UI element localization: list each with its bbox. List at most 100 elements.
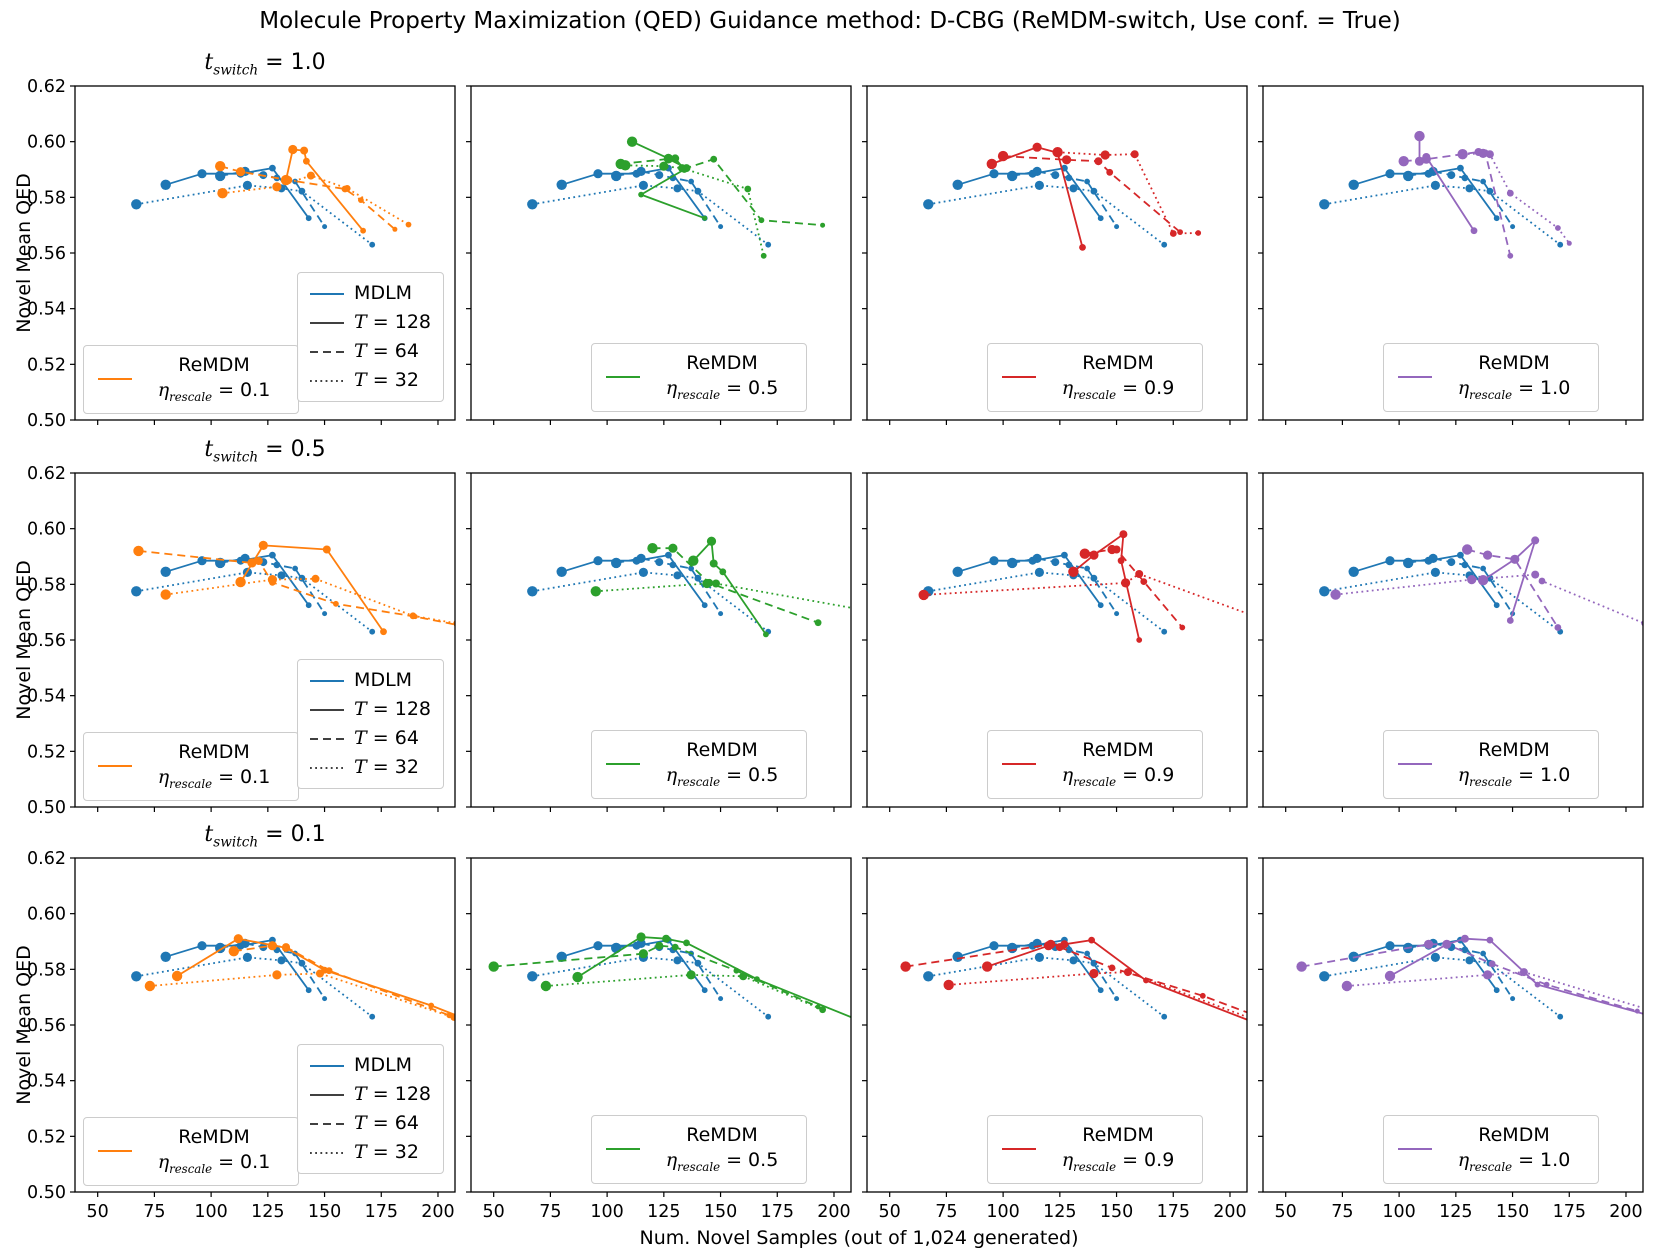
- y-tick-label: 0.52: [27, 1127, 66, 1147]
- data-point: [989, 556, 999, 566]
- data-point: [1403, 557, 1414, 569]
- data-point: [380, 628, 387, 636]
- x-axis-label: Num. Novel Samples (out of 1,024 generat…: [639, 1227, 1079, 1249]
- legend-line-swatch: [310, 1122, 345, 1125]
- subplot-r3c3: 50 75 100 125 150 175 200 ReMDM ηrescale = 0.9: [862, 857, 1248, 1222]
- remdm-label: ReMDM: [686, 351, 758, 374]
- data-point: [1467, 575, 1477, 585]
- data-point: [1557, 1013, 1564, 1020]
- remdm-line-solid: [631, 140, 706, 220]
- mdlm-label: MDLM: [354, 281, 413, 304]
- data-point: [1136, 637, 1143, 643]
- data-point: [1384, 970, 1396, 982]
- data-point: [673, 956, 682, 965]
- data-point: [647, 543, 658, 554]
- remdm-label: ReMDM: [1082, 351, 1154, 374]
- data-point: [668, 543, 678, 553]
- data-point: [626, 136, 638, 147]
- data-point: [819, 1006, 826, 1014]
- data-point: [1319, 586, 1330, 597]
- remdm-legend-text: ReMDM ηrescale = 0.1: [144, 1125, 284, 1178]
- x-tick-label: 125: [647, 1202, 680, 1222]
- legend-line-swatch: [1002, 1148, 1036, 1151]
- data-point: [718, 224, 724, 230]
- data-point: [760, 252, 767, 259]
- y-axis-label: Novel Mean QED: [13, 173, 35, 333]
- remdm-legend: ReMDM ηrescale = 0.9: [987, 1114, 1203, 1184]
- remdm-line-dotted: [149, 972, 455, 1019]
- data-point: [322, 611, 328, 617]
- legend-line-swatch: [606, 763, 640, 766]
- data-point: [369, 241, 376, 248]
- data-point: [215, 161, 226, 172]
- mdlm-line-dotted: [136, 956, 373, 1018]
- x-tick-label: 125: [1043, 1202, 1076, 1222]
- row-title: tswitch = 0.1: [204, 822, 326, 851]
- data-point: [673, 571, 682, 580]
- data-point: [1254, 1017, 1261, 1024]
- data-point: [171, 970, 183, 982]
- y-tick-label: 0.58: [27, 575, 66, 595]
- remdm-legend: ReMDM ηrescale = 0.5: [591, 342, 807, 412]
- data-point: [273, 561, 281, 569]
- x-tick-label: 75: [143, 1202, 165, 1222]
- data-point: [1089, 968, 1099, 979]
- data-point: [1543, 981, 1550, 988]
- data-point: [943, 979, 954, 991]
- data-point: [1069, 956, 1078, 965]
- remdm-legend-text: ReMDM ηrescale = 0.5: [652, 351, 792, 404]
- data-point: [1341, 980, 1353, 992]
- data-point: [593, 941, 603, 951]
- data-point: [952, 951, 963, 962]
- remdm-legend: ReMDM ηrescale = 0.5: [591, 1114, 807, 1184]
- data-point: [1084, 950, 1090, 957]
- x-tick-label: 150: [704, 1202, 737, 1222]
- data-point: [282, 943, 290, 952]
- plot-canvas: 50 75 100 125 150 175 200 0.50 0.52 0.54 0.56 0.58 0…: [27, 849, 456, 1222]
- data-point: [1161, 241, 1168, 248]
- data-point: [593, 556, 603, 566]
- data-point: [709, 559, 718, 568]
- subplot-r2c1: 0.50 0.52 0.54 0.56 0.58 0.60 0.62 ReMDM ηrescal…: [27, 464, 456, 818]
- remdm-eta-label: ηrescale = 0.5: [665, 764, 779, 790]
- plot-canvas: [1258, 472, 1644, 812]
- legend-line-swatch: [310, 292, 345, 295]
- data-point: [655, 171, 664, 180]
- x-tick-label: 200: [421, 1202, 454, 1222]
- t-label: T = 128: [354, 697, 431, 720]
- data-point: [1119, 530, 1128, 539]
- data-point: [1065, 174, 1073, 182]
- data-point: [133, 545, 144, 557]
- axes-spines: [866, 857, 1248, 1193]
- data-point: [1486, 936, 1494, 944]
- t-label: T = 32: [354, 755, 419, 778]
- x-tick-label: 75: [1331, 1202, 1353, 1222]
- y-tick-label: 0.62: [27, 849, 66, 869]
- remdm-legend-text: ReMDM ηrescale = 0.5: [652, 1123, 792, 1176]
- x-tick-label: 75: [935, 1202, 957, 1222]
- data-point: [900, 961, 911, 972]
- data-point: [1084, 565, 1090, 572]
- data-point: [1493, 987, 1500, 994]
- data-point: [763, 631, 769, 638]
- data-point: [369, 628, 376, 635]
- plot-canvas: [862, 85, 1248, 425]
- data-point: [701, 602, 708, 609]
- data-point: [1034, 567, 1044, 577]
- row-title: tswitch = 1.0: [204, 50, 326, 79]
- data-point: [1461, 946, 1469, 954]
- data-point: [636, 938, 646, 948]
- x-tick-label: 175: [1553, 1202, 1586, 1222]
- t-legend-entry: T = 32: [310, 753, 431, 782]
- mdlm-legend: MDLM T = 128 T = 64 T = 32: [297, 1044, 444, 1174]
- legend-line-swatch: [1398, 763, 1432, 766]
- data-point: [1483, 970, 1493, 980]
- data-point: [269, 551, 276, 559]
- data-point: [655, 941, 664, 950]
- axes-spines: [866, 472, 1248, 808]
- data-point: [636, 166, 646, 176]
- data-point: [1007, 170, 1018, 182]
- data-point: [997, 150, 1009, 162]
- data-point: [1199, 992, 1206, 999]
- x-tick-label: 100: [1382, 1202, 1415, 1222]
